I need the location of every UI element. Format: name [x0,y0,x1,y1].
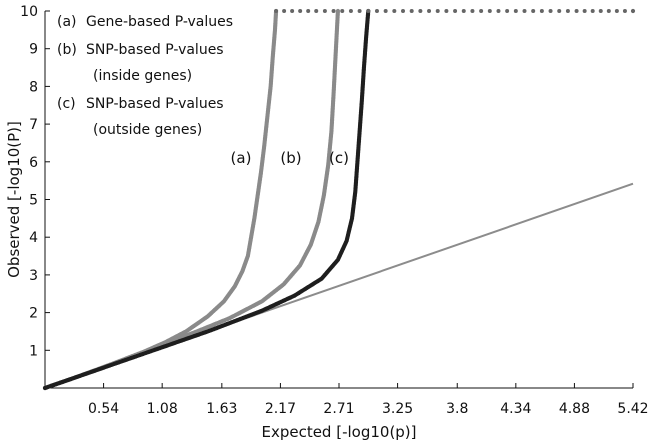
data-point [274,9,279,13]
y-tick-label: 10 [20,4,38,20]
curve-label: (b) [280,149,301,167]
legend: (a) Gene-based P-values (b) SNP-based P-val… [57,14,233,138]
y-tick-label: 1 [29,343,38,359]
data-point [598,9,603,13]
series-a [42,8,279,391]
curve-label: (a) [231,149,252,167]
data-point [539,9,544,13]
data-point [282,9,287,13]
data-point [479,9,484,13]
x-tick-label: 3.25 [382,401,413,417]
data-point [453,9,458,13]
data-point [574,9,579,13]
data-point [418,9,423,13]
y-axis-label: Observed [-log10(P)] [5,121,23,278]
data-point [340,9,345,13]
x-tick-label: 0.54 [88,401,119,417]
data-point [435,9,440,13]
legend-text: SNP-based P-values [86,96,224,112]
data-point [314,9,319,13]
data-point [590,9,595,13]
y-tick-label: 4 [29,230,38,246]
data-point [366,9,371,13]
x-tick-label: 4.88 [559,401,590,417]
data-point [392,9,397,13]
legend-text: (outside genes) [93,122,202,138]
legend-marker: (c) [57,96,76,112]
data-point [557,9,562,13]
legend-text: SNP-based P-values [86,42,224,58]
data-point [565,9,570,13]
x-tick-label: 3.8 [446,401,468,417]
data-point [461,9,466,13]
y-tick-label: 7 [29,117,38,133]
y-tick-label: 9 [29,42,38,58]
series-group [42,8,636,391]
series-c [42,8,371,391]
data-point [505,9,510,13]
data-point [374,9,379,13]
y-tick-label: 8 [29,79,38,95]
data-point [427,9,432,13]
x-tick-label: 2.17 [265,401,296,417]
data-point [331,9,336,13]
data-point [401,9,406,13]
legend-marker: (a) [57,14,77,30]
y-tick-label: 3 [29,268,38,284]
legend-marker: (b) [57,42,77,58]
series-capped [274,8,636,14]
data-point [290,9,295,13]
x-tick-label: 4.34 [500,401,531,417]
x-tick-label: 2.71 [323,401,354,417]
data-point [522,9,527,13]
x-tick-label: 1.63 [206,401,237,417]
y-tick-label: 6 [29,155,38,171]
data-point [606,9,611,13]
legend-item: (b) SNP-based P-values (inside genes) [57,42,224,84]
legend-item: (a) Gene-based P-values [57,14,233,30]
data-point [470,9,475,13]
x-axis-label: Expected [-log10(p)] [261,423,416,441]
data-point [496,9,501,13]
data-point [348,9,353,13]
data-point [513,9,518,13]
data-point [622,9,627,13]
data-point [531,9,536,13]
data-point [630,8,636,14]
y-tick-label: 5 [29,193,38,209]
series-b [42,8,341,391]
legend-item: (c) SNP-based P-values (outside genes) [57,96,224,138]
curve-labels: (a) (b) (c) [231,149,349,167]
legend-text: (inside genes) [93,68,192,84]
legend-text: Gene-based P-values [86,14,233,30]
data-point [548,9,553,13]
y-tick-label: 2 [29,306,38,322]
data-point [582,9,587,13]
curve-label: (c) [329,149,349,167]
data-point [383,9,388,13]
data-point [335,8,341,14]
x-tick-label: 5.42 [617,401,648,417]
data-point [614,9,619,13]
data-point [298,9,303,13]
data-point [444,9,449,13]
data-point [409,9,414,13]
data-point [357,9,362,13]
plot-axes: 0.54 1.08 1.63 2.17 2.71 3.25 3.8 4.34 4.88 5.42 1… [5,4,649,441]
x-tick-label: 1.08 [147,401,178,417]
data-point [306,9,311,13]
data-point [487,9,492,13]
data-point [322,9,327,13]
